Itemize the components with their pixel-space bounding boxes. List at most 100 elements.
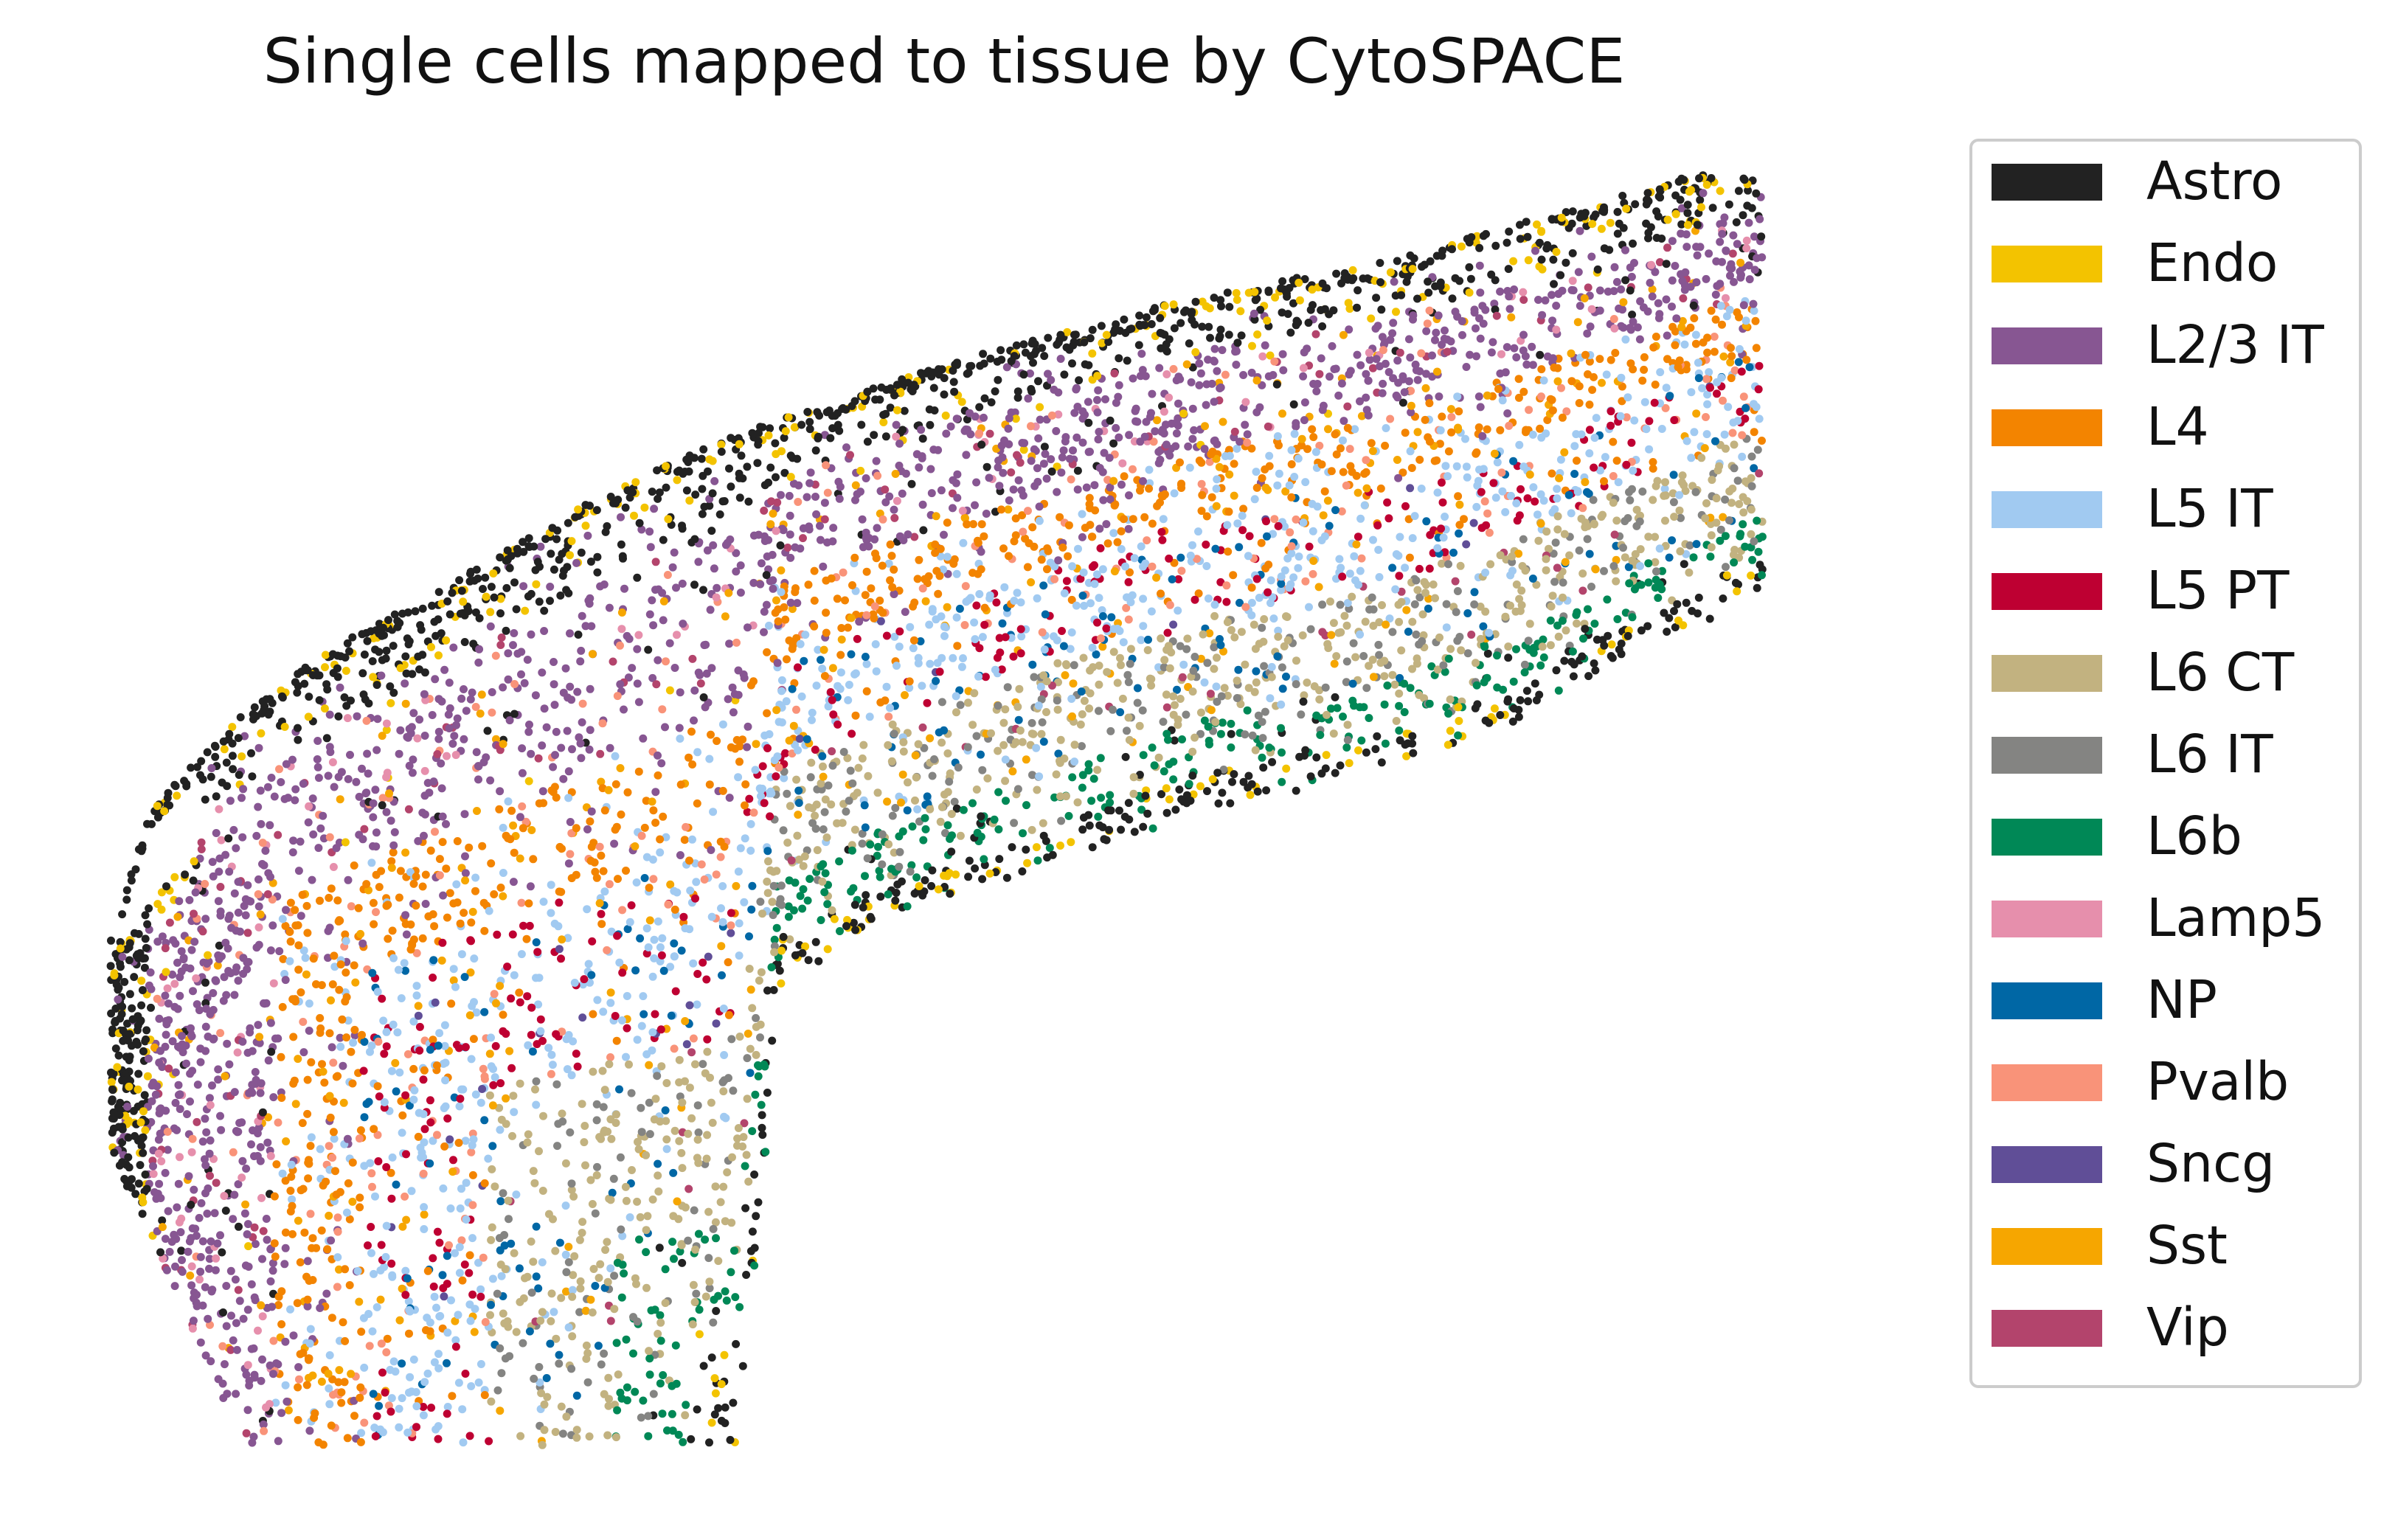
cell-point [1064,521,1073,530]
cell-point [1250,687,1259,696]
cell-point [1368,364,1377,372]
cell-point [1230,459,1238,468]
cell-point [1210,611,1219,620]
cell-point [539,1111,547,1120]
cell-point [1082,483,1091,492]
cell-point [489,1064,497,1073]
cell-point [184,1172,193,1181]
cell-point [1401,502,1410,510]
cell-point [1318,600,1327,609]
cell-point [1682,437,1691,445]
cell-point [1421,415,1429,424]
cell-point [926,465,935,474]
cell-point [550,919,559,928]
cell-point [1258,381,1266,389]
cell-point [863,854,872,863]
cell-point [1514,549,1523,558]
cell-point [1578,586,1587,595]
cell-point [1090,481,1099,490]
cell-point [1745,275,1754,284]
cell-point [1348,592,1356,601]
cell-point [1676,547,1685,555]
cell-point [377,671,386,680]
cell-point [163,984,172,993]
cell-point [1727,499,1736,507]
cell-point [218,1342,227,1350]
cell-point [1686,323,1695,332]
cell-point [138,986,147,994]
cell-point [1267,673,1276,681]
cell-point [1733,308,1741,316]
cell-point [1165,795,1174,804]
cell-point [563,726,572,735]
cell-point [395,1423,403,1432]
cell-point [818,665,827,673]
cell-point [1067,838,1075,847]
cell-point [786,511,794,520]
cell-point [1053,705,1062,714]
cell-point [597,1360,606,1369]
cell-point [994,825,1003,833]
cell-point [572,1050,580,1058]
cell-point [925,620,934,629]
cell-point [278,1002,287,1011]
cell-point [1568,277,1577,285]
cell-point [1213,475,1221,484]
cell-point [1339,330,1348,339]
cell-point [1393,456,1401,464]
cell-point [656,943,665,951]
cell-point [720,1112,728,1121]
cell-point [1095,821,1104,830]
cell-point [1741,415,1750,423]
cell-point [1393,356,1402,365]
cell-point [717,904,725,912]
cell-point [509,821,518,830]
cell-point [403,1050,412,1058]
cell-point [1528,342,1536,351]
cell-point [401,699,410,708]
cell-point [1755,415,1764,423]
cell-point [816,521,824,530]
cell-point [401,1266,410,1275]
cell-point [834,477,843,486]
scatter-points [106,171,1767,1449]
cell-point [1716,280,1725,288]
cell-point [201,1283,209,1291]
cell-point [887,552,896,561]
cell-point [1636,297,1645,305]
cell-point [298,1119,307,1128]
cell-point [1033,856,1042,865]
cell-point [966,409,974,417]
cell-point [547,1289,556,1298]
cell-point [1252,468,1261,476]
cell-point [241,911,250,920]
cell-point [1241,730,1250,739]
cell-point [938,738,946,747]
cell-point [433,1227,442,1236]
cell-point [434,727,443,736]
cell-point [1318,322,1327,330]
cell-point [863,437,872,446]
cell-point [995,855,1004,864]
cell-point [1206,690,1215,698]
cell-point [693,799,701,808]
cell-point [1539,653,1548,662]
cell-point [369,813,378,822]
cell-point [1438,412,1446,421]
cell-point [1696,195,1705,204]
cell-point [769,509,777,518]
cell-point [703,1047,712,1056]
cell-point [1228,777,1236,786]
cell-point [1087,797,1096,805]
cell-point [1373,521,1382,530]
cell-point [264,1056,273,1065]
cell-point [932,566,941,575]
cell-point [777,881,786,890]
cell-point [985,474,994,482]
cell-point [1233,519,1242,528]
cell-point [827,574,836,583]
cell-point [1065,454,1074,463]
cell-point [1413,428,1422,437]
cell-point [1090,580,1099,589]
cell-point [1442,600,1451,608]
